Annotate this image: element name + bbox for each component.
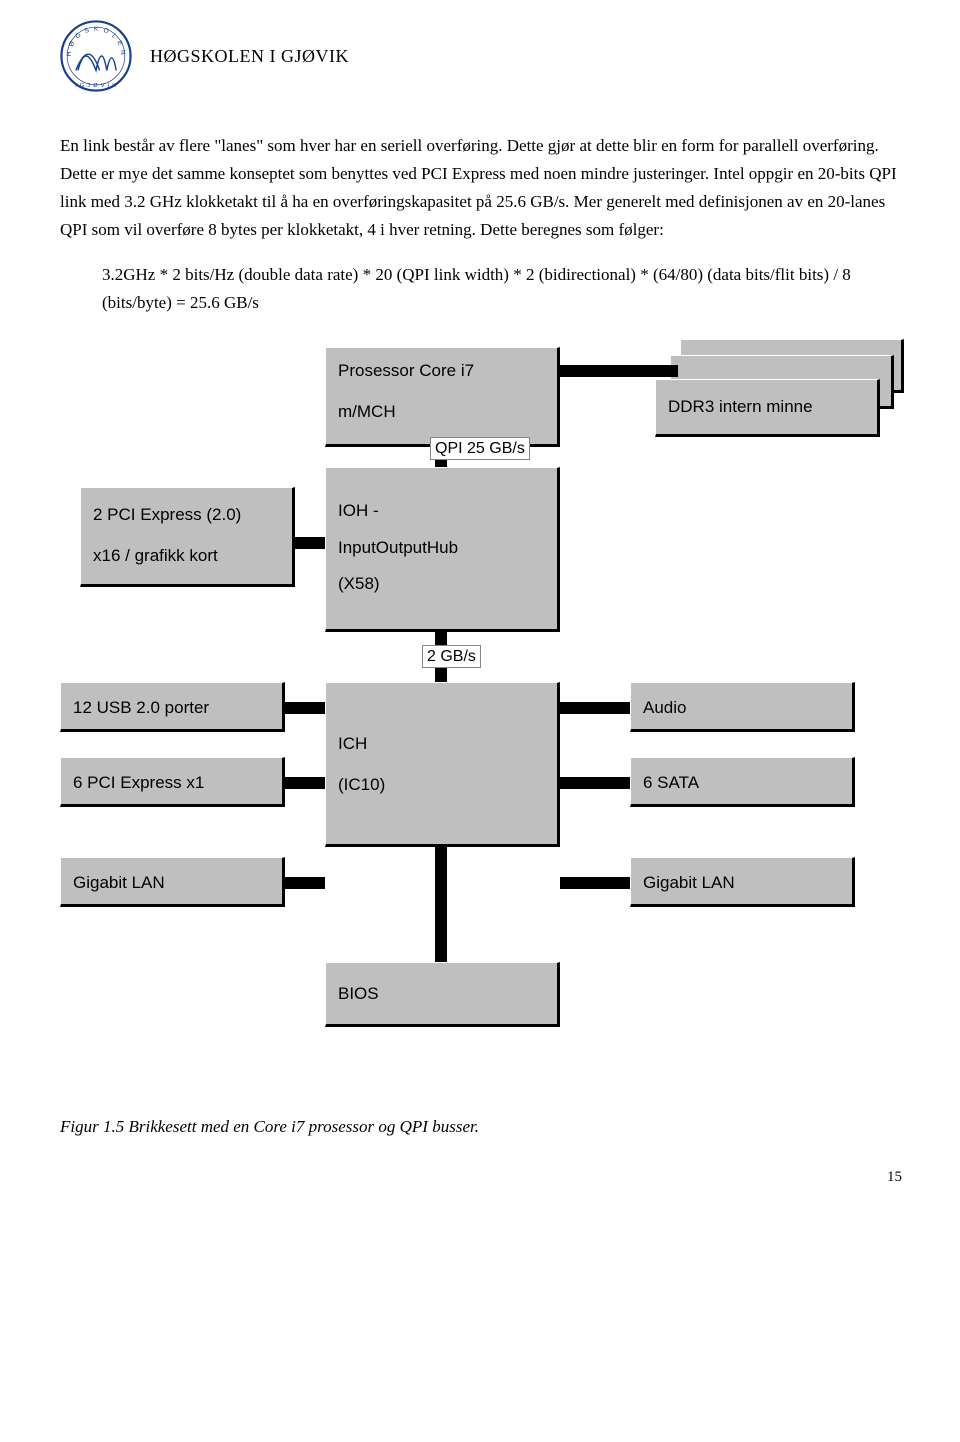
connector-pci2-ioh [295,537,325,549]
connector-glanl-ich [285,877,325,889]
pci6-label: 6 PCI Express x1 [73,773,204,792]
glan-left-label: Gigabit LAN [73,873,165,892]
qpi-speed-label: QPI 25 GB/s [430,437,530,460]
pci2-label-1: 2 PCI Express (2.0) [93,502,280,528]
connector-ich-sata [560,777,630,789]
connector-pci6-ich [285,777,325,789]
ich-label-1: ICH [338,731,545,757]
ioh-label-3: (X58) [338,571,545,597]
page-header: H Ø G S K O L E N I G J Ø V I K HØGSKOLE… [60,20,900,92]
pci-express-2-block: 2 PCI Express (2.0) x16 / grafikk kort [80,487,295,587]
gigabit-lan-right-block: Gigabit LAN [630,857,855,907]
glan-right-label: Gigabit LAN [643,873,735,892]
page-number: 15 [887,1169,902,1186]
school-logo-icon: H Ø G S K O L E N I G J Ø V I K [60,20,132,92]
connector-usb-ich [285,702,325,714]
connector-ich-audio [560,702,630,714]
header-title: HØGSKOLEN I GJØVIK [150,46,349,67]
pci2-label-2: x16 / grafikk kort [93,543,280,569]
ioh-label-1: IOH - [338,498,545,524]
sata-block: 6 SATA [630,757,855,807]
figure-caption: Figur 1.5 Brikkesett med en Core i7 pros… [60,1117,900,1137]
connector-ich-bios [435,847,447,962]
ioh-block: IOH - InputOutputHub (X58) [325,467,560,632]
block-diagram: Prosessor Core i7 m/MCH DDR3 intern minn… [60,347,900,1087]
audio-label: Audio [643,698,686,717]
connector-ich-glanr [560,877,630,889]
speed-2gbs-label: 2 GB/s [422,645,481,668]
formula-content: 3.2GHz * 2 bits/Hz (double data rate) * … [102,265,851,312]
gigabit-lan-left-block: Gigabit LAN [60,857,285,907]
sata-label: 6 SATA [643,773,699,792]
svg-text:I G J Ø V I K: I G J Ø V I K [75,83,117,89]
processor-label-1: Prosessor Core i7 [338,358,545,384]
bios-label: BIOS [338,984,379,1003]
ich-label-2: (IC10) [338,772,545,798]
ddr3-label: DDR3 intern minne [668,397,813,416]
processor-label-2: m/MCH [338,399,545,425]
pci-x1-block: 6 PCI Express x1 [60,757,285,807]
body-paragraph: En link består av flere "lanes" som hver… [60,132,900,244]
usb-label: 12 USB 2.0 porter [73,698,209,717]
connector-proc-ddr3 [560,365,678,377]
formula-text: 3.2GHz * 2 bits/Hz (double data rate) * … [102,261,900,317]
ddr3-block: DDR3 intern minne [655,379,880,437]
ich-block: ICH (IC10) [325,682,560,847]
processor-block: Prosessor Core i7 m/MCH [325,347,560,447]
audio-block: Audio [630,682,855,732]
ioh-label-2: InputOutputHub [338,535,545,561]
bios-block: BIOS [325,962,560,1027]
usb-block: 12 USB 2.0 porter [60,682,285,732]
